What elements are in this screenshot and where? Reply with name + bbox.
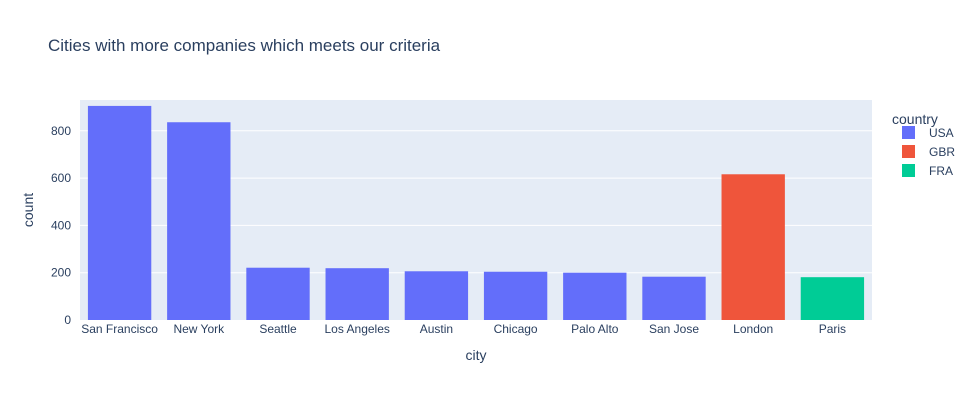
bar-palo-alto[interactable]: [563, 272, 627, 320]
legend-swatch-usa[interactable]: [902, 126, 915, 139]
bar-chicago[interactable]: [483, 271, 548, 320]
bar-austin[interactable]: [404, 271, 469, 320]
x-tick-label: San Francisco: [81, 322, 158, 336]
bar-san-jose[interactable]: [642, 276, 706, 320]
bar-new-york[interactable]: [167, 122, 231, 320]
bars: [87, 105, 865, 321]
bar-san-francisco[interactable]: [87, 105, 152, 321]
x-tick-label: Seattle: [259, 322, 297, 336]
x-tick-label: Paris: [819, 322, 846, 336]
x-axis-label: city: [466, 347, 487, 363]
x-tick-labels: San Francisco New York Seattle Los Angeles A…: [81, 322, 846, 336]
y-tick-label: 0: [64, 313, 71, 327]
y-tick-label: 200: [51, 266, 71, 280]
x-tick-label: San Jose: [649, 322, 699, 336]
legend-swatch-gbr[interactable]: [902, 145, 915, 158]
bar-seattle[interactable]: [246, 267, 310, 320]
x-tick-label: Chicago: [494, 322, 538, 336]
chart-title: Cities with more companies which meets o…: [48, 36, 441, 55]
x-tick-label: Palo Alto: [571, 322, 619, 336]
x-tick-label: Austin: [420, 322, 453, 336]
y-tick-label: 800: [51, 124, 71, 138]
legend: country USA GBR FRA: [892, 111, 955, 178]
bar-paris[interactable]: [800, 277, 865, 320]
bar-los-angeles[interactable]: [325, 268, 389, 320]
legend-title: country: [892, 111, 938, 127]
legend-swatch-fra[interactable]: [902, 164, 915, 177]
x-tick-label: Los Angeles: [325, 322, 390, 336]
x-tick-label: London: [733, 322, 773, 336]
y-tick-labels: 0 200 400 600 800: [51, 124, 71, 327]
x-tick-label: New York: [173, 322, 225, 336]
legend-item-usa[interactable]: USA: [929, 126, 954, 140]
legend-item-fra[interactable]: FRA: [929, 164, 953, 178]
y-tick-label: 600: [51, 171, 71, 185]
legend-item-gbr[interactable]: GBR: [929, 145, 955, 159]
y-tick-label: 400: [51, 218, 71, 232]
y-axis-label: count: [20, 193, 36, 227]
bar-london[interactable]: [721, 174, 785, 320]
